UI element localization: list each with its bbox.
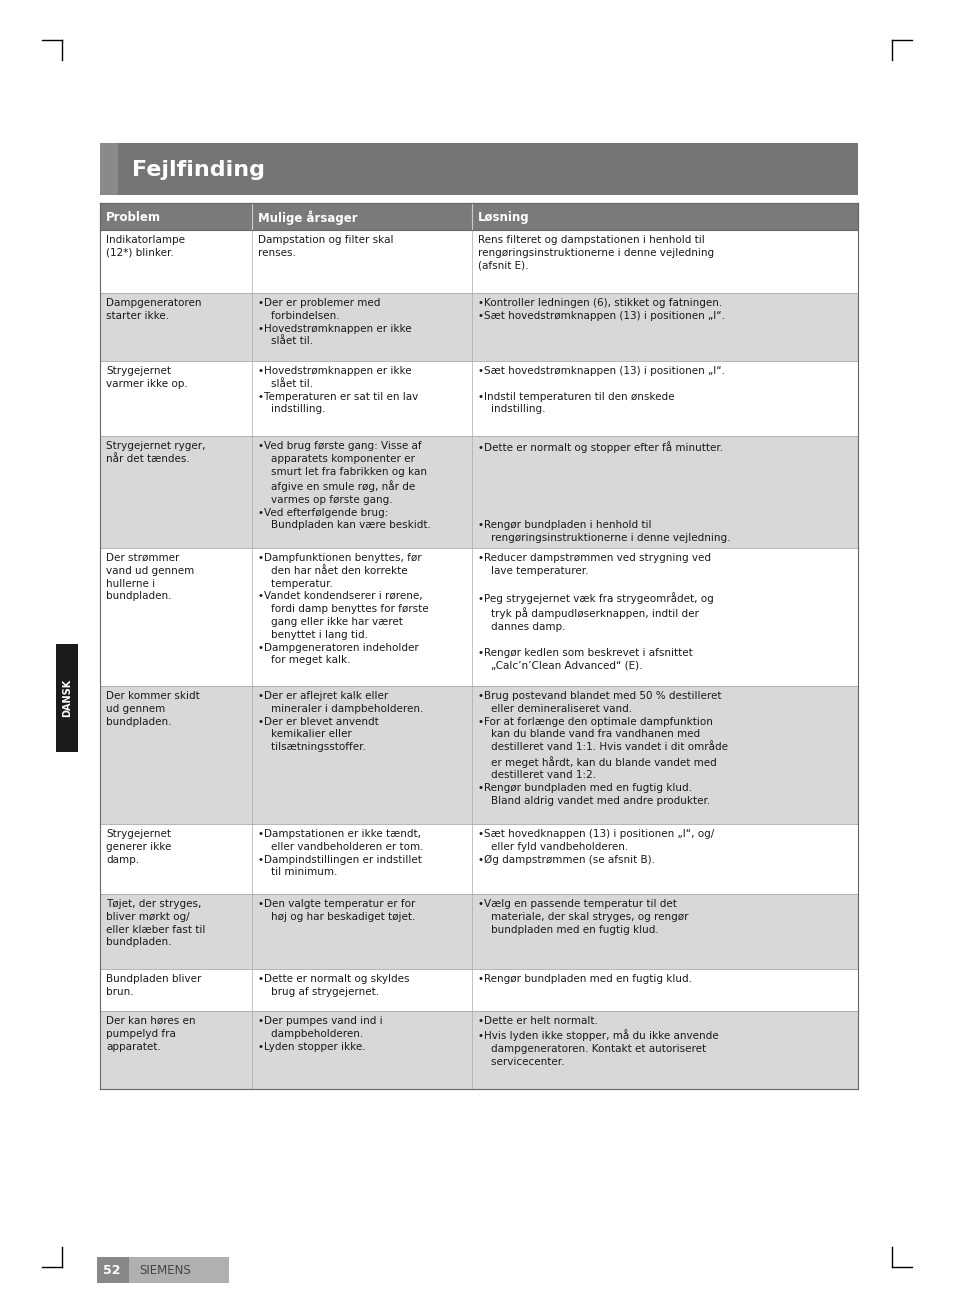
Text: Strygejernet
varmer ikke op.: Strygejernet varmer ikke op. bbox=[106, 366, 188, 388]
Text: •Ved brug første gang: Visse af
    apparatets komponenter er
    smurt let fra : •Ved brug første gang: Visse af apparate… bbox=[257, 440, 431, 531]
Text: Dampgeneratoren
starter ikke.: Dampgeneratoren starter ikke. bbox=[106, 298, 201, 320]
Text: •Dette er normalt og skyldes
    brug af strygejernet.: •Dette er normalt og skyldes brug af str… bbox=[257, 974, 409, 997]
Bar bbox=[100, 1012, 857, 1089]
Text: •Dampfunktionen benyttes, før
    den har nået den korrekte
    temperatur.
•Van: •Dampfunktionen benyttes, før den har nå… bbox=[257, 553, 428, 665]
Bar bbox=[100, 823, 857, 894]
Text: Problem: Problem bbox=[106, 210, 161, 223]
Text: Løsning: Løsning bbox=[477, 210, 529, 223]
Text: •Der pumpes vand ind i
    dampbeholderen.
•Lyden stopper ikke.: •Der pumpes vand ind i dampbeholderen. •… bbox=[257, 1016, 382, 1052]
Text: •Dette er helt normalt.
•Hvis lyden ikke stopper, må du ikke anvende
    dampgen: •Dette er helt normalt. •Hvis lyden ikke… bbox=[477, 1016, 718, 1067]
Bar bbox=[97, 1257, 129, 1283]
Bar bbox=[100, 203, 857, 230]
Bar bbox=[100, 230, 857, 293]
Text: Strygejernet
generer ikke
damp.: Strygejernet generer ikke damp. bbox=[106, 829, 172, 865]
Text: Strygejernet ryger,
når det tændes.: Strygejernet ryger, når det tændes. bbox=[106, 440, 205, 464]
Text: •Hovedstrømknappen er ikke
    slået til.
•Temperaturen er sat til en lav
    in: •Hovedstrømknappen er ikke slået til. •T… bbox=[257, 366, 417, 414]
Text: 52: 52 bbox=[103, 1264, 120, 1277]
Text: •Der er problemer med
    forbindelsen.
•Hovedstrømknappen er ikke
    slået til: •Der er problemer med forbindelsen. •Hov… bbox=[257, 298, 411, 346]
Text: Der kommer skidt
ud gennem
bundpladen.: Der kommer skidt ud gennem bundpladen. bbox=[106, 691, 199, 727]
Text: Der strømmer
vand ud gennem
hullerne i
bundpladen.: Der strømmer vand ud gennem hullerne i b… bbox=[106, 553, 194, 601]
Text: •Sæt hovedstrømknappen (13) i positionen „I“.

•Indstil temperaturen til den øns: •Sæt hovedstrømknappen (13) i positionen… bbox=[477, 366, 724, 414]
Text: •Dette er normalt og stopper efter få minutter.





•Rengør bundpladen i henhol: •Dette er normalt og stopper efter få mi… bbox=[477, 440, 730, 542]
Text: Der kan høres en
pumpelyd fra
apparatet.: Der kan høres en pumpelyd fra apparatet. bbox=[106, 1016, 195, 1052]
Text: •Kontroller ledningen (6), stikket og fatningen.
•Sæt hovedstrømknappen (13) i p: •Kontroller ledningen (6), stikket og fa… bbox=[477, 298, 724, 320]
Bar bbox=[129, 1257, 229, 1283]
Text: •Dampstationen er ikke tændt,
    eller vandbeholderen er tom.
•Dampindstillinge: •Dampstationen er ikke tændt, eller vand… bbox=[257, 829, 423, 877]
Text: Rens filteret og dampstationen i henhold til
rengøringsinstruktionerne i denne v: Rens filteret og dampstationen i henhold… bbox=[477, 235, 714, 271]
Text: Indikatorlampe
(12*) blinker.: Indikatorlampe (12*) blinker. bbox=[106, 235, 185, 257]
Text: Bundpladen bliver
brun.: Bundpladen bliver brun. bbox=[106, 974, 201, 997]
Text: SIEMENS: SIEMENS bbox=[139, 1264, 191, 1277]
Text: DANSK: DANSK bbox=[62, 678, 71, 718]
Text: •Brug postevand blandet med 50 % destilleret
    eller demineraliseret vand.
•Fo: •Brug postevand blandet med 50 % destill… bbox=[477, 691, 727, 806]
Text: •Vælg en passende temperatur til det
    materiale, der skal stryges, og rengør
: •Vælg en passende temperatur til det mat… bbox=[477, 899, 688, 935]
Bar bbox=[100, 968, 857, 1012]
Text: Tøjet, der stryges,
bliver mørkt og/
eller klæber fast til
bundpladen.: Tøjet, der stryges, bliver mørkt og/ ell… bbox=[106, 899, 205, 948]
Bar bbox=[118, 142, 857, 195]
Bar bbox=[100, 686, 857, 823]
Bar bbox=[100, 361, 857, 437]
Bar bbox=[100, 437, 857, 548]
Bar bbox=[100, 894, 857, 968]
Text: •Der er aflejret kalk eller
    mineraler i dampbeholderen.
•Der er blevet anven: •Der er aflejret kalk eller mineraler i … bbox=[257, 691, 423, 753]
Bar bbox=[100, 293, 857, 361]
Text: •Reducer dampstrømmen ved strygning ved
    lave temperaturer.

•Peg strygejerne: •Reducer dampstrømmen ved strygning ved … bbox=[477, 553, 713, 670]
Bar bbox=[100, 142, 118, 195]
Text: Fejlfinding: Fejlfinding bbox=[132, 159, 265, 180]
Bar bbox=[100, 548, 857, 686]
Text: •Rengør bundpladen med en fugtig klud.: •Rengør bundpladen med en fugtig klud. bbox=[477, 974, 691, 984]
Text: Mulige årsager: Mulige årsager bbox=[257, 210, 357, 225]
Text: •Sæt hovedknappen (13) i positionen „I“, og/
    eller fyld vandbeholderen.
•Øg : •Sæt hovedknappen (13) i positionen „I“,… bbox=[477, 829, 714, 865]
Text: •Den valgte temperatur er for
    høj og har beskadiget tøjet.: •Den valgte temperatur er for høj og har… bbox=[257, 899, 415, 921]
Text: Dampstation og filter skal
renses.: Dampstation og filter skal renses. bbox=[257, 235, 393, 257]
Bar bbox=[56, 644, 78, 752]
